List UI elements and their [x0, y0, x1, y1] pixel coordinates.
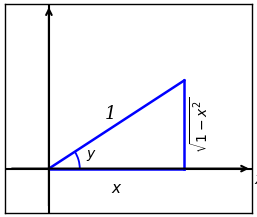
Text: $\sqrt{1-x^2}$: $\sqrt{1-x^2}$: [190, 97, 212, 153]
Text: $x$: $x$: [111, 182, 122, 196]
Text: $x$: $x$: [254, 173, 257, 187]
Text: $y$: $y$: [87, 148, 97, 163]
Text: 1: 1: [104, 105, 116, 123]
Text: $y$: $y$: [32, 0, 44, 2]
